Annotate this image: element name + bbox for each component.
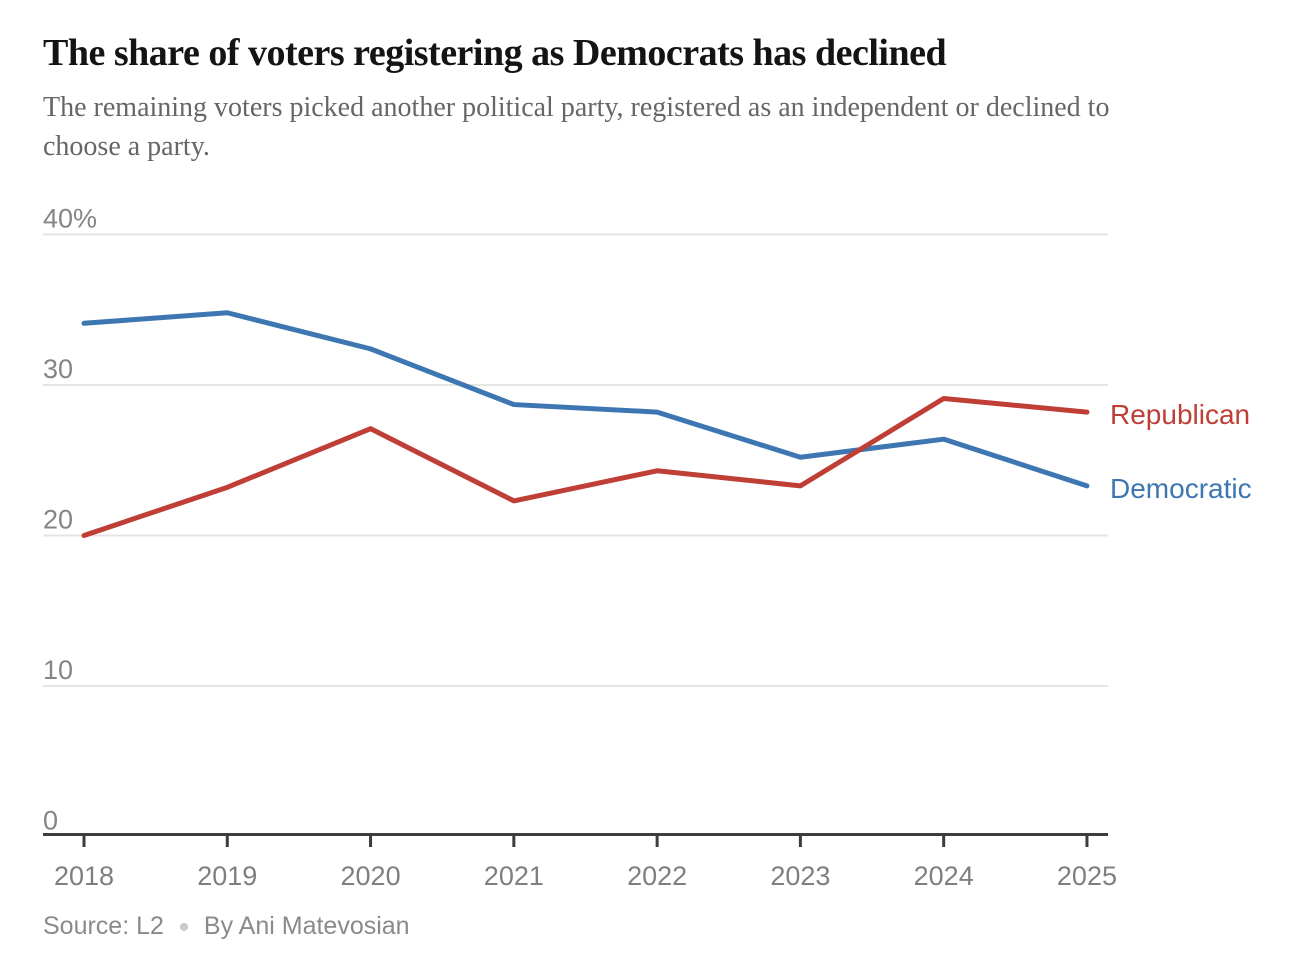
x-axis-tick-label: 2018 — [54, 861, 114, 891]
y-axis-tick-label: 20 — [43, 505, 73, 535]
x-axis-tick-label: 2020 — [341, 861, 401, 891]
chart-footer: Source: L2 By Ani Matevosian — [43, 912, 410, 941]
x-axis-tick-label: 2025 — [1057, 861, 1117, 891]
chart-title: The share of voters registering as Democ… — [43, 32, 947, 74]
chart-header: The share of voters registering as Democ… — [43, 34, 1253, 166]
x-axis-tick-label: 2024 — [914, 861, 974, 891]
x-axis-tick-label: 2023 — [770, 861, 830, 891]
republican-line — [81, 396, 1090, 538]
series-label-democratic: Democratic — [1110, 473, 1252, 504]
y-axis-tick-label: 40% — [43, 204, 97, 234]
series-label-republican: Republican — [1110, 399, 1250, 430]
byline: By Ani Matevosian — [203, 912, 410, 940]
x-axis-tick-label: 2021 — [484, 861, 544, 891]
x-axis-tick-label: 2022 — [627, 861, 687, 891]
y-axis-tick-label: 0 — [43, 806, 58, 836]
separator-dot-icon — [179, 922, 188, 931]
x-axis-tick-label: 2019 — [197, 861, 257, 891]
chart-subtitle: The remaining voters picked another poli… — [43, 92, 1110, 162]
democratic-line — [81, 310, 1090, 489]
y-axis-tick-label: 30 — [43, 354, 73, 384]
y-axis-tick-label: 10 — [43, 655, 73, 685]
source-label: Source: L2 — [43, 912, 164, 940]
